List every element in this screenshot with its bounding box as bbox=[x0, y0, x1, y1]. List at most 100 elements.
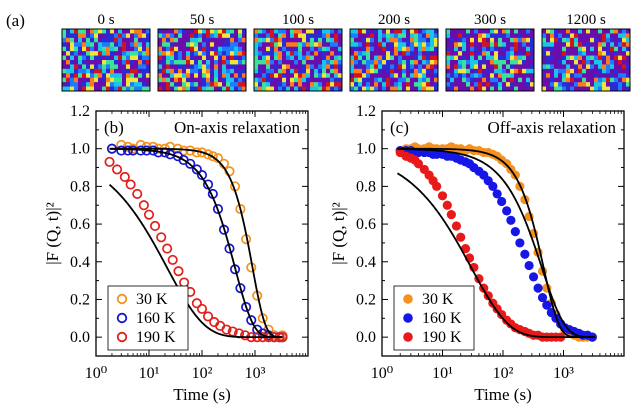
frame-time-label: 0 s bbox=[97, 12, 114, 28]
speckle-pixel bbox=[306, 55, 311, 61]
speckle-pixel bbox=[90, 73, 95, 79]
speckle-pixel bbox=[522, 60, 527, 65]
speckle-pixel bbox=[358, 37, 363, 43]
speckle-pixel bbox=[162, 51, 167, 56]
speckle-pixel bbox=[334, 60, 339, 65]
speckle-pixel bbox=[478, 64, 483, 70]
speckle-pixel bbox=[574, 86, 579, 92]
speckle-pixel bbox=[258, 55, 263, 61]
speckle-pixel bbox=[126, 73, 131, 79]
speckle-pixel bbox=[194, 73, 199, 79]
speckle-pixel bbox=[142, 33, 147, 39]
speckle-pixel bbox=[582, 60, 587, 65]
speckle-pixel bbox=[614, 77, 619, 83]
speckle-pixel bbox=[382, 77, 387, 83]
speckle-frames: 0 s 50 s 100 s 200 s 300 s 1200 s bbox=[61, 12, 631, 92]
speckle-pixel bbox=[114, 33, 119, 39]
frame-border bbox=[541, 28, 631, 92]
speckle-pixel bbox=[330, 82, 335, 87]
speckle-pixel bbox=[210, 46, 215, 52]
speckle-pixel bbox=[622, 82, 627, 87]
speckle-pixel bbox=[66, 37, 71, 43]
speckle-pixel bbox=[138, 55, 143, 61]
speckle-pixel bbox=[194, 68, 199, 74]
speckle-pixel bbox=[330, 73, 335, 79]
frame-time-label: 1200 s bbox=[566, 12, 606, 28]
speckle-pixel bbox=[610, 68, 615, 74]
fit-line bbox=[108, 183, 283, 339]
speckle-pixel bbox=[222, 73, 227, 79]
speckle-pixel bbox=[282, 86, 287, 92]
speckle-pixel bbox=[506, 73, 511, 79]
speckle-pixel bbox=[366, 60, 371, 65]
speckle-pixel bbox=[550, 33, 555, 39]
speckle-pixel bbox=[350, 33, 355, 39]
speckle-pixel bbox=[362, 33, 367, 39]
data-point bbox=[515, 238, 525, 248]
speckle-pixel bbox=[554, 73, 559, 79]
speckle-pixel bbox=[146, 60, 151, 65]
speckle-pixel bbox=[370, 82, 375, 87]
speckle-pixel bbox=[182, 68, 187, 74]
speckle-pixel bbox=[570, 37, 575, 43]
speckle-pixel bbox=[194, 42, 199, 48]
speckle-pixel bbox=[322, 73, 327, 79]
speckle-pixel bbox=[310, 68, 315, 74]
speckle-pixel bbox=[70, 37, 75, 43]
speckle-pixel bbox=[610, 73, 615, 79]
speckle-pixel bbox=[554, 46, 559, 52]
speckle-pixel bbox=[278, 42, 283, 48]
speckle-pixel bbox=[322, 33, 327, 39]
speckle-pixel bbox=[138, 33, 143, 39]
speckle-pixel bbox=[434, 60, 439, 65]
speckle-pixel bbox=[218, 55, 223, 61]
speckle-pixel bbox=[254, 33, 259, 39]
speckle-pixel bbox=[174, 55, 179, 61]
speckle-pixel bbox=[610, 55, 615, 61]
speckle-pixel bbox=[174, 46, 179, 52]
speckle-pixel bbox=[306, 64, 311, 70]
speckle-pixel bbox=[318, 55, 323, 61]
speckle-pixel bbox=[414, 73, 419, 79]
speckle-pixel bbox=[474, 64, 479, 70]
speckle-pixel bbox=[434, 37, 439, 43]
speckle-pixel bbox=[518, 73, 523, 79]
speckle-pixel bbox=[162, 64, 167, 70]
speckle-pixel bbox=[414, 37, 419, 43]
speckle-pixel bbox=[482, 73, 487, 79]
speckle-pixel bbox=[278, 55, 283, 61]
speckle-pixel bbox=[626, 60, 631, 65]
speckle-pixel bbox=[542, 29, 547, 34]
speckle-pixel bbox=[242, 86, 247, 92]
speckle-pixel bbox=[66, 68, 71, 74]
speckle-pixel bbox=[386, 33, 391, 39]
speckle-pixel bbox=[146, 68, 151, 74]
speckle-pixel bbox=[622, 55, 627, 61]
speckle-pixel bbox=[386, 86, 391, 92]
speckle-pixel bbox=[494, 37, 499, 43]
speckle-pixel bbox=[290, 64, 295, 70]
speckle-pixel bbox=[166, 86, 171, 92]
speckle-pixel bbox=[122, 55, 127, 61]
speckle-pixel bbox=[466, 68, 471, 74]
speckle-pixel bbox=[402, 64, 407, 70]
speckle-pixel bbox=[526, 68, 531, 74]
speckle-pixel bbox=[426, 86, 431, 92]
speckle-pixel bbox=[514, 73, 519, 79]
speckle-pixel bbox=[214, 46, 219, 52]
speckle-pixel bbox=[230, 29, 235, 34]
speckle-pixel bbox=[182, 42, 187, 48]
speckle-pixel bbox=[542, 60, 547, 65]
speckle-pixel bbox=[474, 42, 479, 48]
speckle-pixel bbox=[122, 68, 127, 74]
speckle-pixel bbox=[270, 82, 275, 87]
speckle-pixel bbox=[422, 82, 427, 87]
speckle-pixel bbox=[610, 51, 615, 56]
speckle-pixel bbox=[406, 68, 411, 74]
speckle-pixel bbox=[566, 46, 571, 52]
speckle-pixel bbox=[270, 33, 275, 39]
speckle-pixel bbox=[234, 29, 239, 34]
speckle-pixel bbox=[126, 64, 131, 70]
speckle-pixel bbox=[262, 29, 267, 34]
speckle-pixel bbox=[490, 64, 495, 70]
